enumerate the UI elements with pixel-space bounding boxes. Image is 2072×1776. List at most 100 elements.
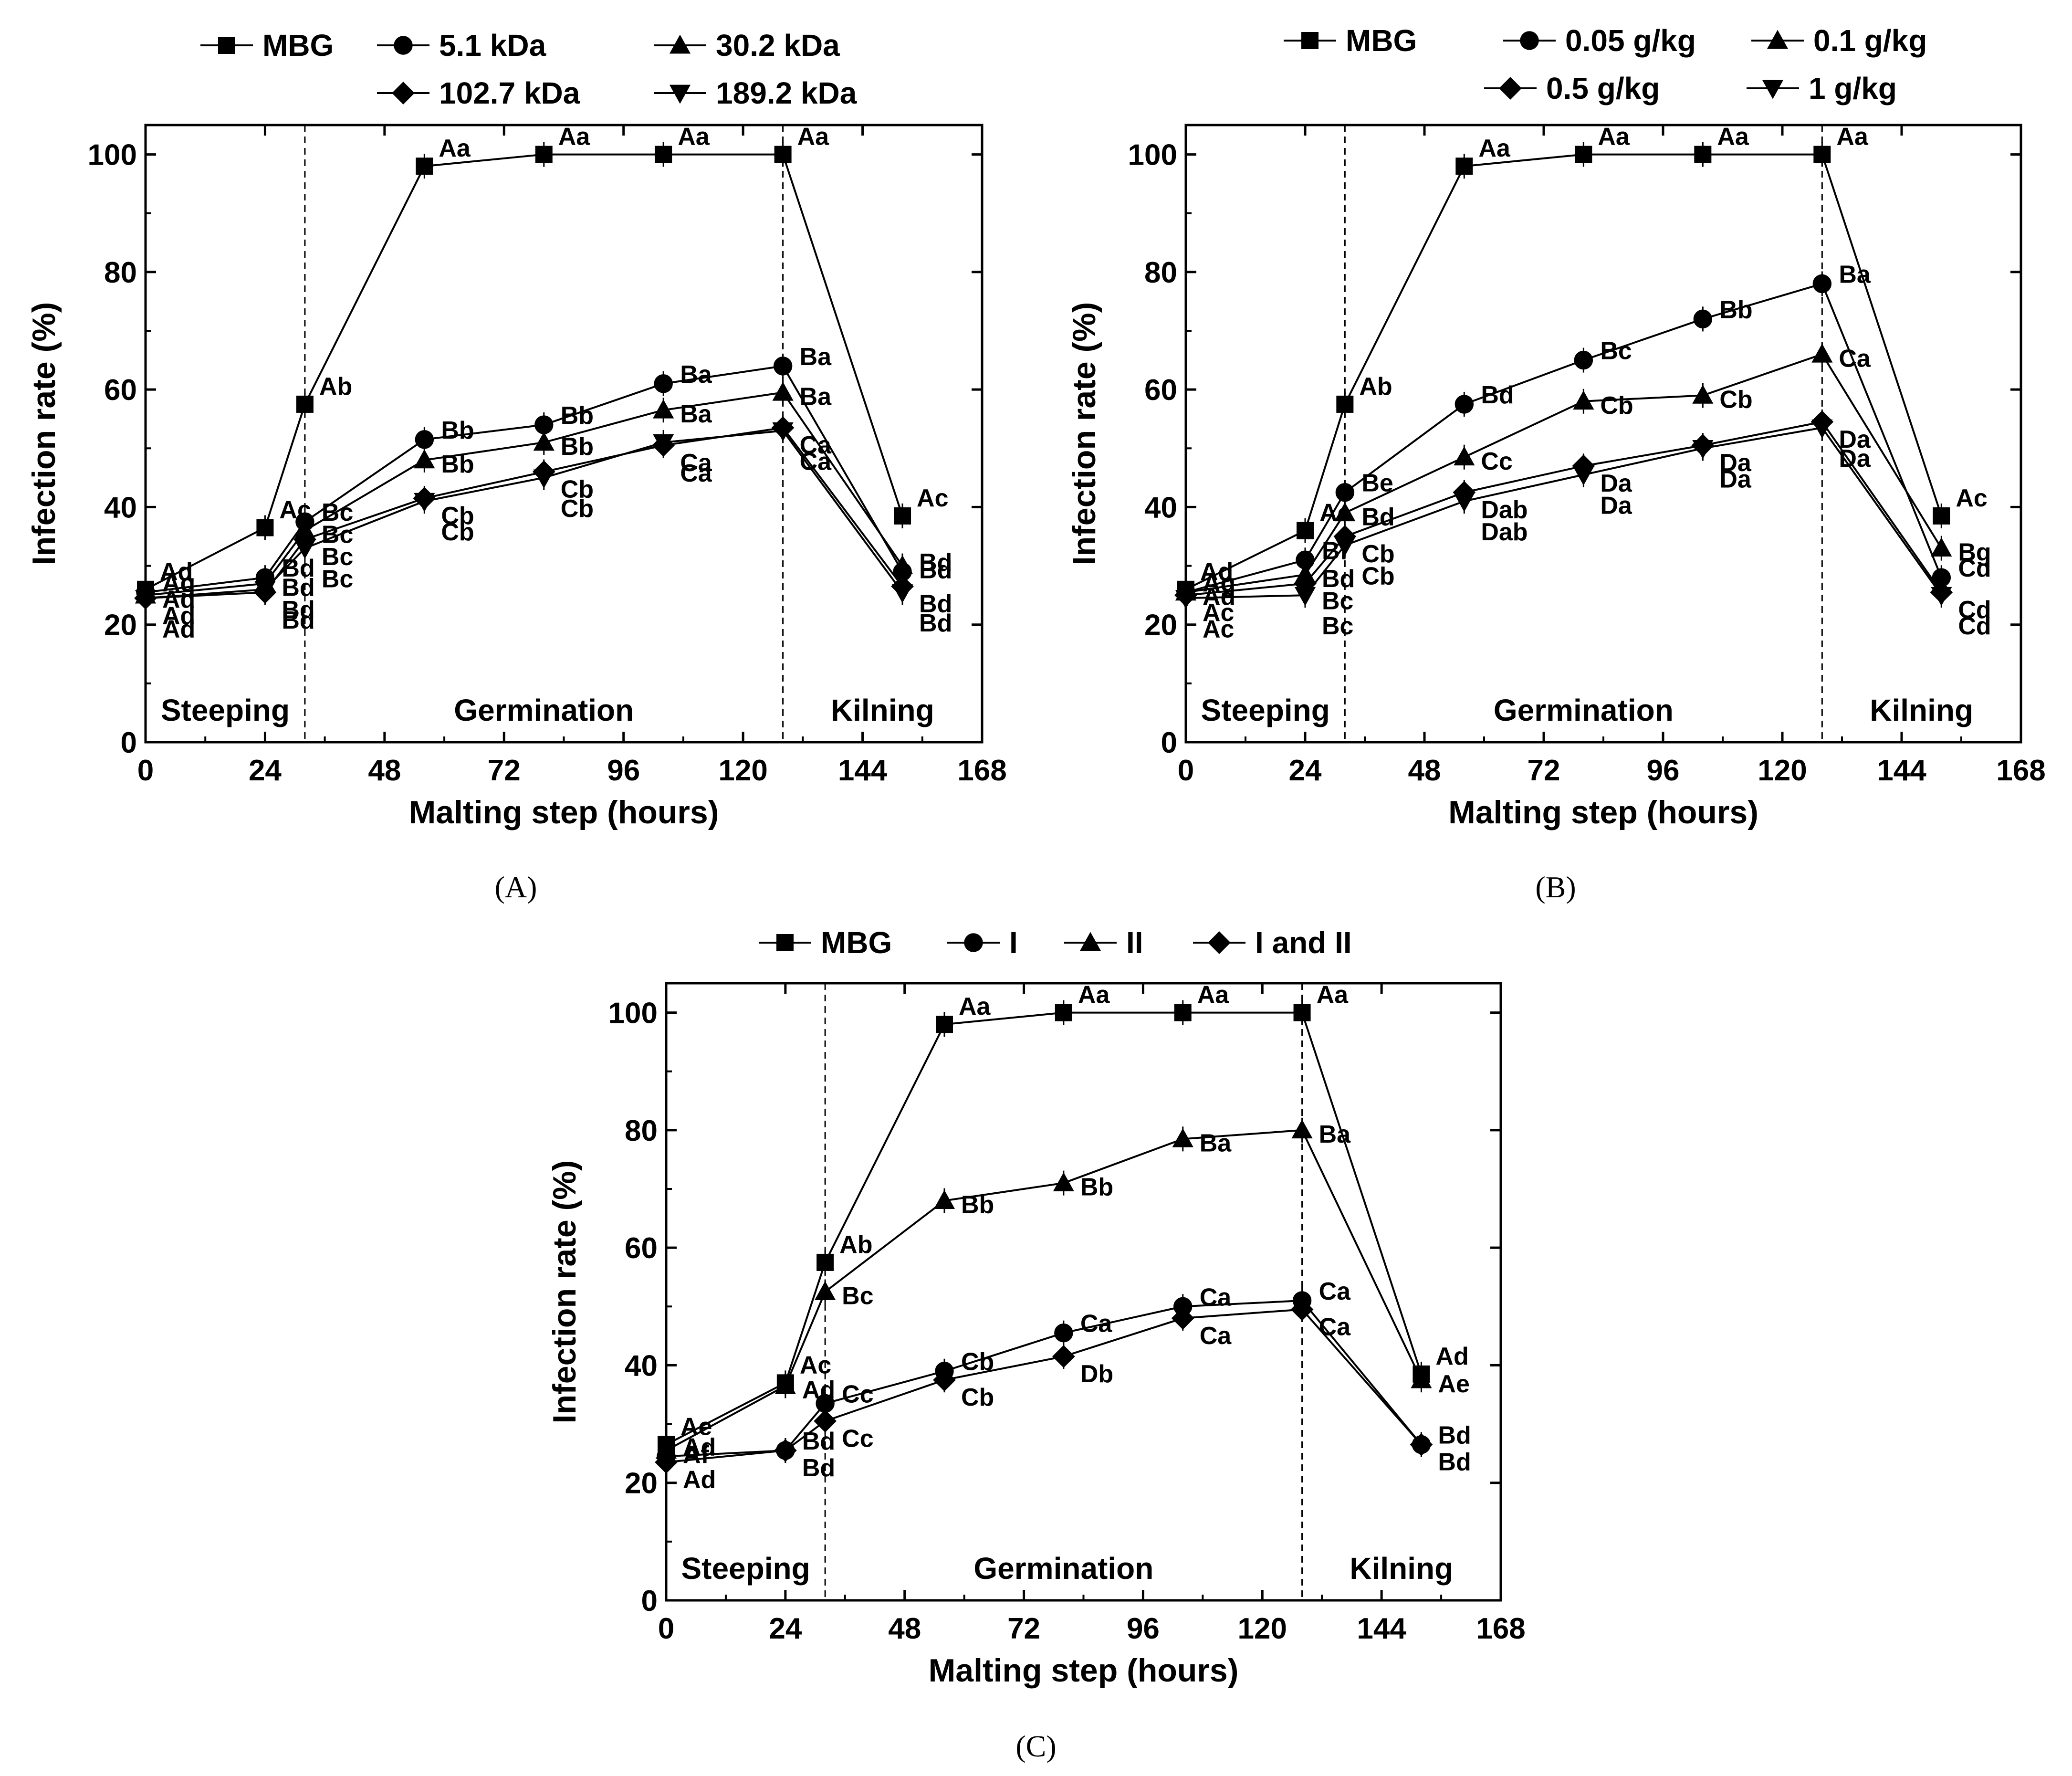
data-point [1053,1172,1074,1192]
x-tick-label: 0 [137,754,154,787]
series-line [666,1011,1423,1446]
x-tick-label: 168 [1476,1612,1525,1645]
phase-label: Germination [973,1551,1153,1586]
data-label: Ab [319,373,352,400]
data-point [256,519,274,536]
data-label: Bc [1322,588,1353,615]
data-label: Af [683,1441,710,1469]
data-label: Cb [441,502,474,530]
data-label: Bd [1361,504,1394,531]
x-tick-label: 24 [769,1612,802,1645]
legend-label: 0.1 g/kg [1813,23,1927,58]
data-label: Ac [1203,599,1234,627]
data-label: Bc [1322,612,1353,640]
data-point [1931,537,1952,557]
data-label: Dab [1481,518,1528,546]
data-point [774,146,792,163]
x-tick-label: 120 [1238,1612,1287,1645]
data-label: Cb [561,495,594,523]
data-label: Aa [1836,123,1869,151]
panel-label: (B) [1535,870,1576,904]
y-tick-label: 40 [104,491,137,524]
data-point [1575,146,1592,163]
data-label: Bd [282,607,314,634]
x-axis-title: Malting step (hours) [929,1652,1239,1689]
legend-marker [776,934,794,951]
data-point [254,581,276,600]
data-label: Ba [1839,261,1871,288]
data-point [894,507,911,525]
legend-marker [392,82,415,105]
data-label: Cd [1958,596,1991,624]
data-label: Bc [322,499,353,526]
data-point [1455,395,1474,414]
x-tick-label: 168 [1996,754,2045,787]
plot-frame [1184,124,2022,744]
data-label: Bb [561,402,594,430]
data-point [1692,384,1714,404]
chart-panel-b: 0 24 48 72 96 120 144 168 0 20 40 60 80 100 Malting st… [1066,23,2046,904]
legend-label: MBG [821,925,892,960]
data-label: Da [1839,426,1871,453]
data-label: Bb [561,433,594,461]
data-point [774,1375,796,1394]
legend-marker [218,37,235,54]
data-point [1811,419,1833,439]
phase-label: Kilning [831,693,934,727]
data-label: Cb [1361,562,1394,590]
y-tick-label: 100 [608,997,658,1030]
data-label: Aa [558,123,591,151]
data-label: Cb [441,518,474,546]
legend-marker [1208,931,1231,954]
legend-marker [1520,31,1539,50]
data-point [654,374,673,393]
y-tick-label: 80 [625,1114,658,1147]
series-line [145,391,903,597]
x-tick-label: 72 [488,754,521,787]
x-tick-label: 0 [658,1612,674,1645]
data-label: Bb [1719,296,1752,324]
series-line [1185,283,1943,593]
data-label: Bc [322,566,353,593]
data-label: Da [1600,492,1632,520]
data-label: Bb [441,417,474,444]
data-point [1454,493,1475,512]
data-label: Aa [1317,981,1349,1009]
data-point [653,399,674,419]
legend-label: 1 g/kg [1809,71,1897,105]
x-tick-label: 0 [1178,754,1194,787]
x-tick-label: 48 [888,1612,921,1645]
x-axis-title: Malting step (hours) [409,794,719,830]
data-label: Cb [961,1384,994,1411]
data-point [1692,440,1714,459]
legend-marker [394,36,413,55]
legend-marker [1762,80,1784,99]
series-line [145,153,903,590]
data-point [936,1016,953,1033]
y-tick-label: 100 [1128,139,1177,172]
data-label: Da [1839,445,1871,473]
y-axis-title: Infection rate (%) [1066,302,1102,566]
data-label: Bb [441,451,474,478]
series-line [1185,427,1942,599]
phase-label: Steeping [161,693,290,727]
legend-marker [1767,30,1789,49]
data-label: Ad [162,602,195,630]
x-tick-label: 48 [1408,754,1441,787]
series-line [1185,153,1943,590]
x-tick-label: 120 [1758,754,1807,787]
data-label: Da [1719,465,1752,493]
data-label: Ca [680,449,712,477]
series-line [1185,420,1942,597]
data-label: Ab [1359,373,1392,400]
x-tick-label: 72 [1528,754,1560,787]
data-point [1813,146,1831,163]
phase-label: Steeping [681,1551,810,1586]
data-label: Dab [1481,496,1528,524]
data-label: Ac [1203,615,1234,643]
legend-label: MBG [1346,23,1417,58]
phase-label: Steeping [1201,693,1330,727]
data-label: Ad [162,615,195,643]
phase-label: Kilning [1870,693,1973,727]
data-label: Ad [162,586,195,613]
